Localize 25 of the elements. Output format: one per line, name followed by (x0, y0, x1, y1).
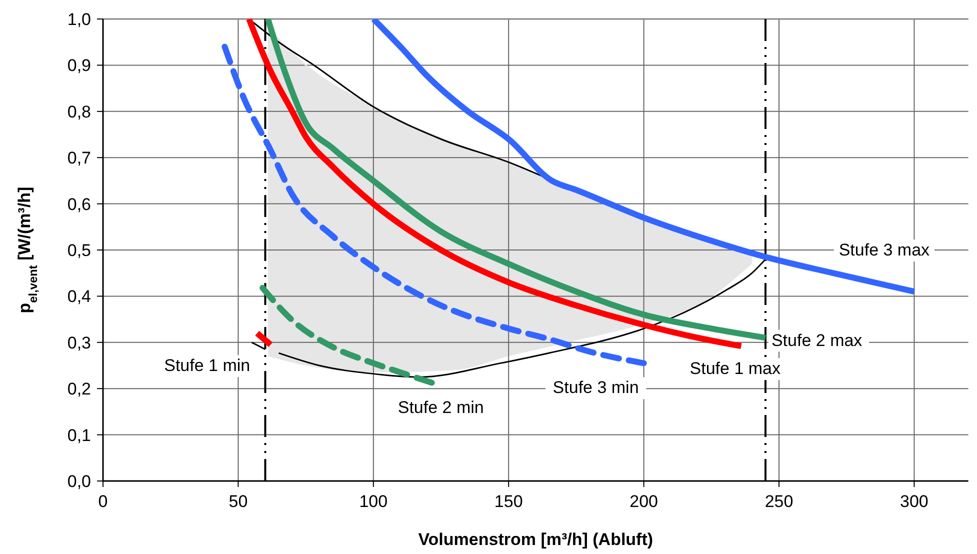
y-tick-label: 0,7 (67, 148, 91, 168)
y-tick-label: 0,1 (67, 426, 91, 445)
series-label: Stufe 3 min (552, 378, 639, 398)
y-tick-label: 0,4 (67, 287, 91, 306)
y-tick-label: 0,0 (67, 472, 91, 491)
y-tick-label: 0,9 (67, 56, 91, 76)
x-tick-label: 300 (900, 492, 928, 511)
series-label: Stufe 1 min (164, 356, 250, 376)
y-tick-label: 0,6 (67, 194, 91, 214)
series-label: Stufe 1 max (690, 359, 781, 378)
x-tick-label: 0 (98, 492, 108, 511)
x-tick-label: 200 (630, 492, 658, 511)
x-tick-label: 50 (228, 492, 248, 511)
y-tick-label: 0,2 (67, 380, 91, 399)
y-tick-label: 1,0 (67, 10, 91, 29)
x-tick-label: 150 (494, 492, 523, 511)
series-label: Stufe 3 max (838, 240, 930, 260)
x-axis-title: Volumenstrom [m³/h] (Abluft) (418, 530, 654, 549)
y-tick-label: 0,8 (67, 102, 91, 122)
series-label: Stufe 2 min (398, 398, 484, 418)
series-label: Stufe 2 max (771, 330, 863, 350)
x-tick-label: 100 (359, 492, 388, 511)
y-tick-label: 0,5 (67, 241, 91, 260)
y-tick-label: 0,3 (67, 333, 91, 352)
x-tick-label: 250 (764, 492, 794, 511)
